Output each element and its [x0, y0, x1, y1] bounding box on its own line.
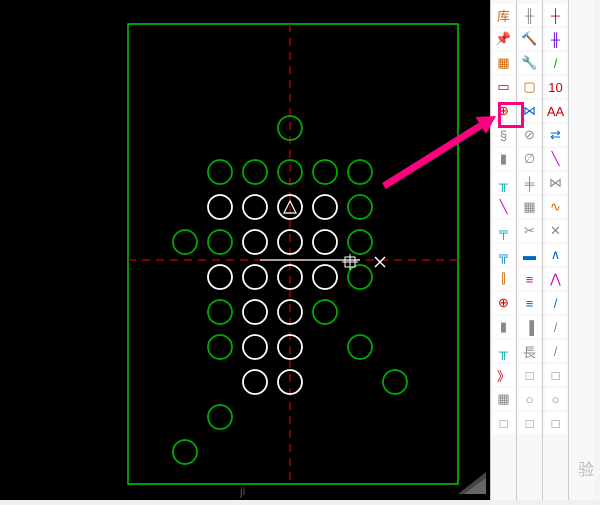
- pin-icon[interactable]: 📌: [493, 28, 515, 50]
- weld-icon[interactable]: ⫿: [493, 268, 515, 290]
- spring-icon[interactable]: §: [493, 124, 515, 146]
- tool-palettes: 库📌▦▭⊕§▮╥╲╤╦⫿⊕▮╥》▦□╫🔨🔧▢⋈⊘∅╪▦✂▬≡≡▐長□○□┼╫/1…: [490, 0, 600, 500]
- watermark-side: 验: [578, 456, 594, 480]
- tool7-icon[interactable]: ∅: [519, 148, 541, 170]
- length-icon[interactable]: 長: [519, 340, 541, 362]
- tool17-icon[interactable]: ○: [519, 388, 541, 410]
- screw-icon[interactable]: ▮: [493, 316, 515, 338]
- library-icon[interactable]: 库: [493, 4, 515, 26]
- cad-canvas[interactable]: [0, 0, 490, 500]
- grid-icon[interactable]: ▦: [493, 388, 515, 410]
- zig-icon[interactable]: ∿: [545, 196, 567, 218]
- line-icon[interactable]: /: [545, 52, 567, 74]
- connect-icon[interactable]: ⋈: [519, 100, 541, 122]
- target-icon[interactable]: ⊕: [493, 292, 515, 314]
- watermark: ji: [240, 484, 245, 498]
- section-h-icon[interactable]: ╫: [519, 4, 541, 26]
- slash-icon[interactable]: ╲: [493, 196, 515, 218]
- beam-icon[interactable]: ▭: [493, 76, 515, 98]
- tool11-icon[interactable]: ▬: [519, 244, 541, 266]
- mirror-icon[interactable]: ▐: [519, 316, 541, 338]
- toolbar-column-1: ╫🔨🔧▢⋈⊘∅╪▦✂▬≡≡▐長□○□: [516, 0, 542, 500]
- swap-icon[interactable]: ⇄: [545, 124, 567, 146]
- dline-icon[interactable]: /: [545, 292, 567, 314]
- toolbar-column-0: 库📌▦▭⊕§▮╥╲╤╦⫿⊕▮╥》▦□: [490, 0, 516, 500]
- hammer-icon[interactable]: 🔨: [519, 28, 541, 50]
- page-corner-fold: [458, 472, 486, 494]
- grid2-icon[interactable]: ▦: [519, 196, 541, 218]
- dline2-icon[interactable]: /: [545, 316, 567, 338]
- tool16-icon[interactable]: □: [519, 364, 541, 386]
- tee2-icon[interactable]: ╦: [493, 244, 515, 266]
- nosym-icon[interactable]: ⊘: [519, 124, 541, 146]
- tool-m-icon[interactable]: ○: [545, 388, 567, 410]
- diag-icon[interactable]: ╲: [545, 148, 567, 170]
- tool18-icon[interactable]: □: [519, 412, 541, 434]
- bracket-icon[interactable]: ╥: [493, 172, 515, 194]
- bolt-icon[interactable]: ▮: [493, 148, 515, 170]
- stripe2-icon[interactable]: ≡: [519, 292, 541, 314]
- angle-icon[interactable]: ∧: [545, 244, 567, 266]
- toolbar-column-2: ┼╫/10AA⇄╲⋈∿✕∧⋀///□○□: [542, 0, 568, 500]
- toolbar-column-3: [568, 0, 594, 500]
- double-icon[interactable]: 》: [493, 364, 515, 386]
- cut-icon[interactable]: ✂: [519, 220, 541, 242]
- tee-icon[interactable]: ╤: [493, 220, 515, 242]
- drawing-svg: [0, 0, 490, 500]
- cross2-icon[interactable]: ✕: [545, 220, 567, 242]
- box-icon[interactable]: □: [493, 412, 515, 434]
- section-i-icon[interactable]: ╪: [519, 172, 541, 194]
- peak-icon[interactable]: ⋀: [545, 268, 567, 290]
- tool-l-icon[interactable]: □: [545, 364, 567, 386]
- column-icon[interactable]: ▦: [493, 52, 515, 74]
- dline3-icon[interactable]: /: [545, 340, 567, 362]
- clock-icon[interactable]: ⊕: [493, 100, 515, 122]
- anchor-icon[interactable]: ╥: [493, 340, 515, 362]
- textAA-icon[interactable]: AA: [545, 100, 567, 122]
- cross-icon[interactable]: ┼: [545, 4, 567, 26]
- wrench-icon[interactable]: 🔧: [519, 52, 541, 74]
- stripe-icon[interactable]: ≡: [519, 268, 541, 290]
- bowtie-icon[interactable]: ⋈: [545, 172, 567, 194]
- link-icon[interactable]: ╫: [545, 28, 567, 50]
- tool4-icon[interactable]: ▢: [519, 76, 541, 98]
- text10-icon[interactable]: 10: [545, 76, 567, 98]
- tool-n-icon[interactable]: □: [545, 412, 567, 434]
